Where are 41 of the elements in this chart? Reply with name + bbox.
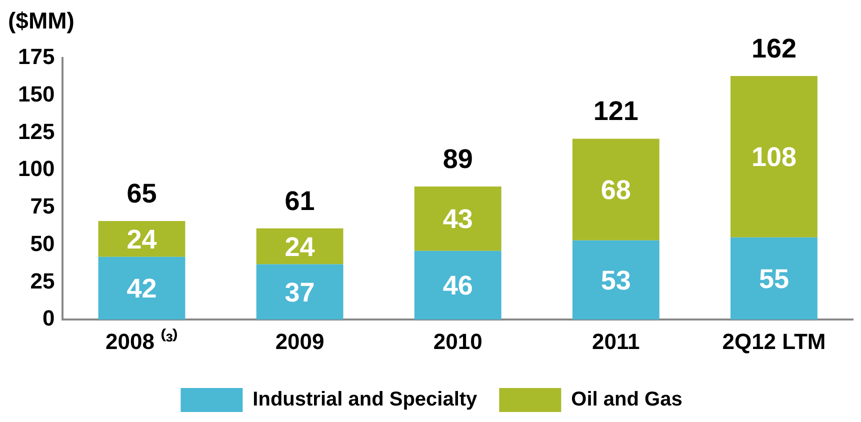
data-label: 108 — [751, 142, 796, 172]
data-label: 24 — [284, 232, 315, 262]
y-tick-label: 50 — [30, 230, 55, 256]
y-axis-title: ($MM) — [8, 7, 74, 34]
total-label: 121 — [593, 96, 638, 126]
bar — [414, 186, 502, 251]
y-tick-label: 100 — [18, 156, 55, 182]
bar — [98, 256, 186, 320]
data-label: 43 — [442, 204, 473, 234]
bar — [256, 228, 344, 264]
x-tick-label: 2010 — [433, 328, 482, 354]
legend-label: Oil and Gas — [571, 388, 682, 411]
data-label: 37 — [284, 277, 315, 308]
bar — [730, 237, 818, 320]
bar — [572, 138, 660, 240]
legend-label: Industrial and Specialty — [252, 388, 478, 411]
y-tick-label: 75 — [30, 194, 55, 219]
bar — [256, 264, 344, 320]
x-tick-label: 2Q12 LTM — [722, 328, 826, 354]
bar — [572, 240, 660, 320]
data-label: 53 — [600, 265, 631, 296]
y-tick-label: 125 — [18, 118, 55, 144]
x-tick-label: 2011 — [592, 328, 640, 354]
data-label: 24 — [126, 224, 157, 254]
y-tick-label: 25 — [30, 268, 55, 294]
y-tick-label: 0 — [42, 306, 55, 331]
data-label: 68 — [600, 175, 631, 205]
total-label: 65 — [126, 178, 157, 208]
data-label: 55 — [758, 264, 789, 294]
bar — [730, 76, 818, 238]
x-tick-label: 2009 — [275, 328, 324, 354]
total-label: 162 — [751, 33, 796, 64]
bar — [414, 250, 502, 320]
y-tick-label: 150 — [18, 81, 55, 106]
bar — [98, 220, 186, 257]
y-tick-label: 175 — [18, 44, 55, 70]
total-label: 89 — [442, 144, 473, 174]
data-label: 42 — [126, 274, 157, 304]
x-tick-label: 2008 ⁽³⁾ — [106, 328, 178, 354]
data-label: 46 — [442, 270, 473, 301]
total-label: 61 — [284, 186, 315, 216]
